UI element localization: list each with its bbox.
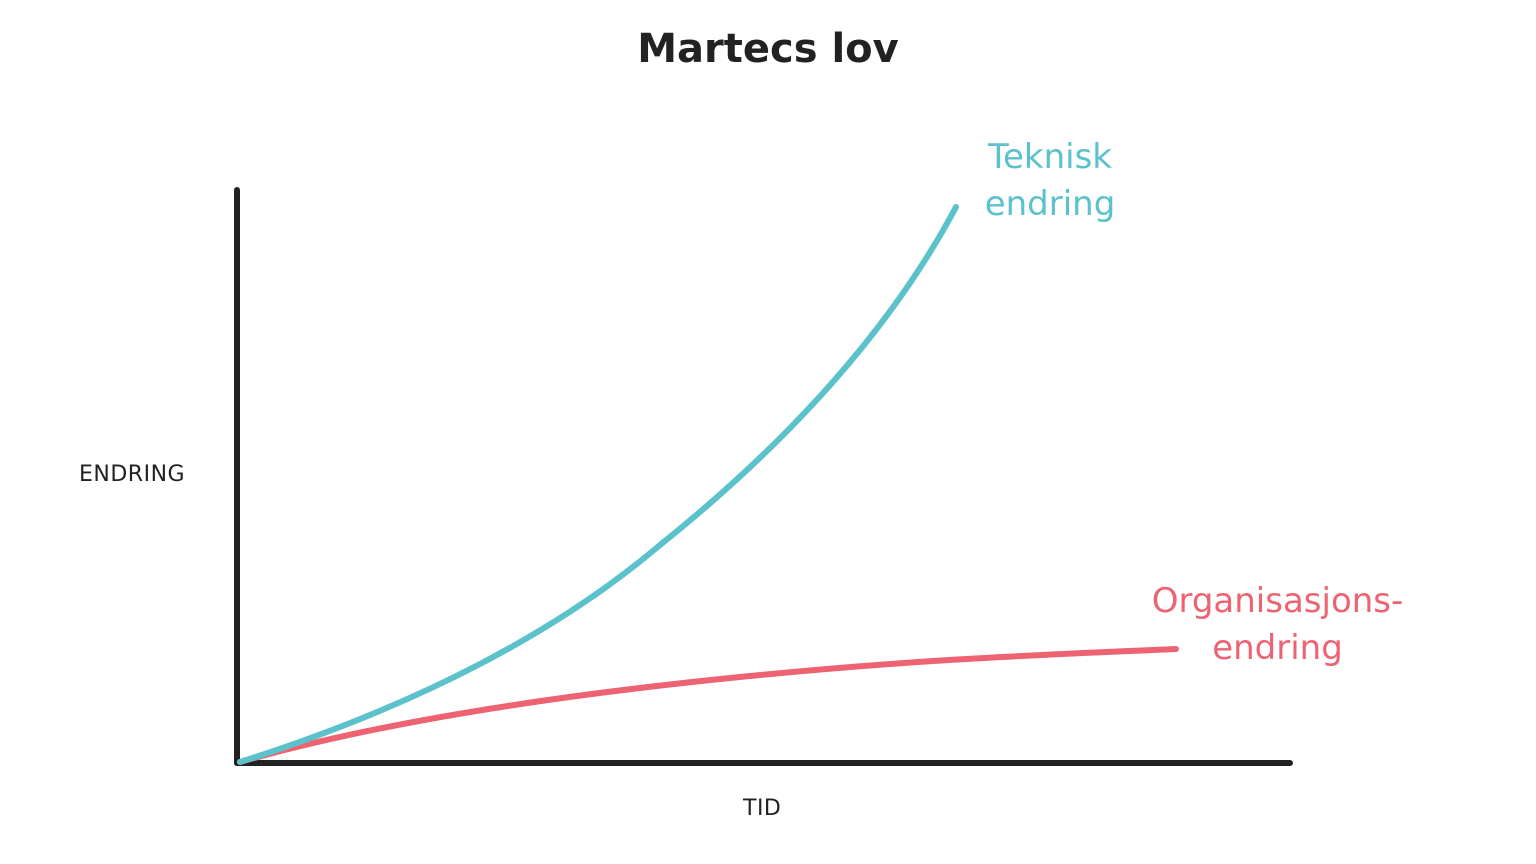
series-label-line: Teknisk [988,137,1112,177]
series-label-line: Organisasjons- [1151,581,1404,621]
chart-title: Martecs lov [637,26,899,72]
series-label-line: endring [1212,628,1343,668]
series-label-line: endring [984,184,1116,224]
series-line-organisasjonsendring [237,646,1179,765]
y-axis-label: ENDRING [79,462,186,487]
series-line-teknisk-endring [237,204,959,765]
series-label-organisasjonsendring: Organisasjons- endring [1140,578,1415,672]
series-label-teknisk-endring: Teknisk endring [975,134,1125,228]
x-axis-label: TID [743,796,782,821]
